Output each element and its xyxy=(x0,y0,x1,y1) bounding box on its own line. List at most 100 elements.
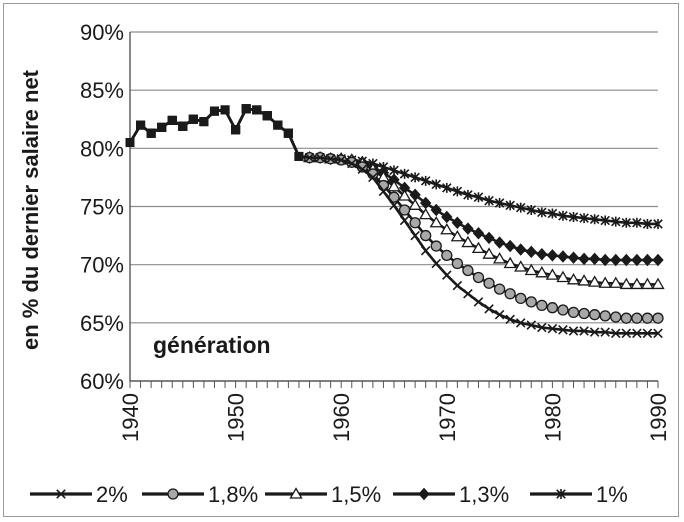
data-point-circle xyxy=(620,312,632,324)
data-point-asterisk xyxy=(410,172,420,183)
data-point-triangle xyxy=(609,276,623,288)
data-point-triangle xyxy=(408,198,422,210)
chart-frame xyxy=(3,3,679,517)
data-point-diamond xyxy=(536,247,548,261)
data-point-triangle xyxy=(577,274,591,286)
data-point-triangle xyxy=(429,215,443,228)
y-tick-label: 60% xyxy=(80,369,124,394)
data-point-x xyxy=(357,164,368,175)
data-point-circle xyxy=(493,283,506,295)
data-point-asterisk xyxy=(442,182,452,193)
x-tick-label: 1970 xyxy=(435,393,460,442)
data-point-x xyxy=(526,320,537,330)
data-point-circle xyxy=(536,299,548,312)
data-point-circle xyxy=(610,311,622,323)
x-tick-label: 1940 xyxy=(118,393,143,442)
data-point-circle xyxy=(599,310,611,322)
data-point-x xyxy=(632,328,642,339)
x-tick-label: 1950 xyxy=(224,393,249,442)
data-point-circle xyxy=(567,306,580,319)
data-point-diamond xyxy=(441,210,453,224)
data-point-x xyxy=(589,327,600,337)
legend-label: 1,3% xyxy=(459,482,509,507)
legend-item: 2% xyxy=(30,482,128,507)
y-tick-labels: 60% 65% 70% 75% 80% 85% 90% xyxy=(80,20,124,394)
data-point-triangle xyxy=(588,275,602,287)
legend-item: 1,8% xyxy=(142,482,258,507)
data-point-diamond xyxy=(504,239,516,253)
data-point-diamond xyxy=(418,487,430,501)
data-point-x xyxy=(484,304,494,314)
data-point-triangle xyxy=(640,277,655,290)
data-point-diamond xyxy=(430,203,442,217)
y-axis-label: en % du dernier salaire net xyxy=(18,69,43,350)
y-tick-label: 85% xyxy=(80,78,124,103)
data-point-x xyxy=(610,328,621,339)
data-point-circle xyxy=(525,296,537,308)
y-tick-label: 80% xyxy=(80,136,124,161)
data-point-triangle xyxy=(482,247,496,259)
data-point-asterisk xyxy=(463,189,473,200)
data-point-asterisk xyxy=(537,207,547,218)
data-point-square xyxy=(146,128,156,138)
data-point-triangle xyxy=(289,487,303,499)
data-point-diamond xyxy=(641,253,654,267)
legend-label: 1% xyxy=(596,482,628,507)
data-point-square xyxy=(273,120,283,130)
legend-label: 1,5% xyxy=(331,482,381,507)
data-point-square xyxy=(209,106,219,116)
data-point-circle xyxy=(451,257,464,270)
data-point-diamond xyxy=(557,250,569,263)
data-point-circle xyxy=(578,307,590,320)
data-point-x xyxy=(600,327,610,337)
data-point-x xyxy=(505,314,515,325)
data-point-x xyxy=(410,230,420,241)
legend: 2% 1,8% 1,5% 1,3% 1% xyxy=(30,482,628,507)
data-point-asterisk xyxy=(568,211,579,222)
data-point-x xyxy=(304,152,315,163)
data-point-x xyxy=(378,186,389,197)
data-point-triangle xyxy=(651,277,665,290)
data-point-square xyxy=(283,128,293,138)
data-point-asterisk xyxy=(484,195,494,206)
data-point-x xyxy=(547,323,558,334)
data-point-square xyxy=(231,125,241,135)
data-point-circle xyxy=(409,217,421,229)
data-point-square xyxy=(294,151,304,161)
series-1,8% xyxy=(125,104,664,324)
data-point-asterisk xyxy=(431,179,442,190)
legend-item: 1% xyxy=(530,482,628,507)
data-point-asterisk xyxy=(452,186,463,197)
data-point-circle xyxy=(398,204,411,216)
data-point-diamond xyxy=(462,222,474,235)
data-point-x xyxy=(56,489,66,499)
data-point-circle xyxy=(515,292,527,305)
data-point-x xyxy=(537,322,547,333)
y-tick-label: 65% xyxy=(80,311,124,336)
data-point-asterisk xyxy=(653,218,663,229)
x-tick-label: 1960 xyxy=(329,393,354,442)
data-point-x xyxy=(346,158,357,169)
data-point-asterisk xyxy=(556,489,566,499)
data-point-diamond xyxy=(620,253,632,267)
data-point-x xyxy=(558,325,568,335)
data-point-square xyxy=(199,117,209,127)
data-point-diamond xyxy=(483,231,495,245)
data-point-triangle xyxy=(471,241,486,254)
data-point-asterisk xyxy=(642,218,653,229)
x-tick-label: 1990 xyxy=(646,393,671,442)
data-point-square xyxy=(125,138,135,148)
data-point-circle xyxy=(430,240,442,252)
data-point-diamond xyxy=(515,243,527,256)
data-point-circle xyxy=(546,302,559,314)
data-point-triangle xyxy=(619,277,633,290)
data-point-square xyxy=(167,115,177,125)
data-point-x xyxy=(420,245,431,256)
data-point-triangle xyxy=(535,266,549,278)
data-point-triangle xyxy=(461,235,475,248)
data-point-x xyxy=(399,215,410,226)
data-point-triangle xyxy=(387,179,401,192)
data-point-diamond xyxy=(451,216,464,230)
y-tick-label: 90% xyxy=(80,20,124,45)
